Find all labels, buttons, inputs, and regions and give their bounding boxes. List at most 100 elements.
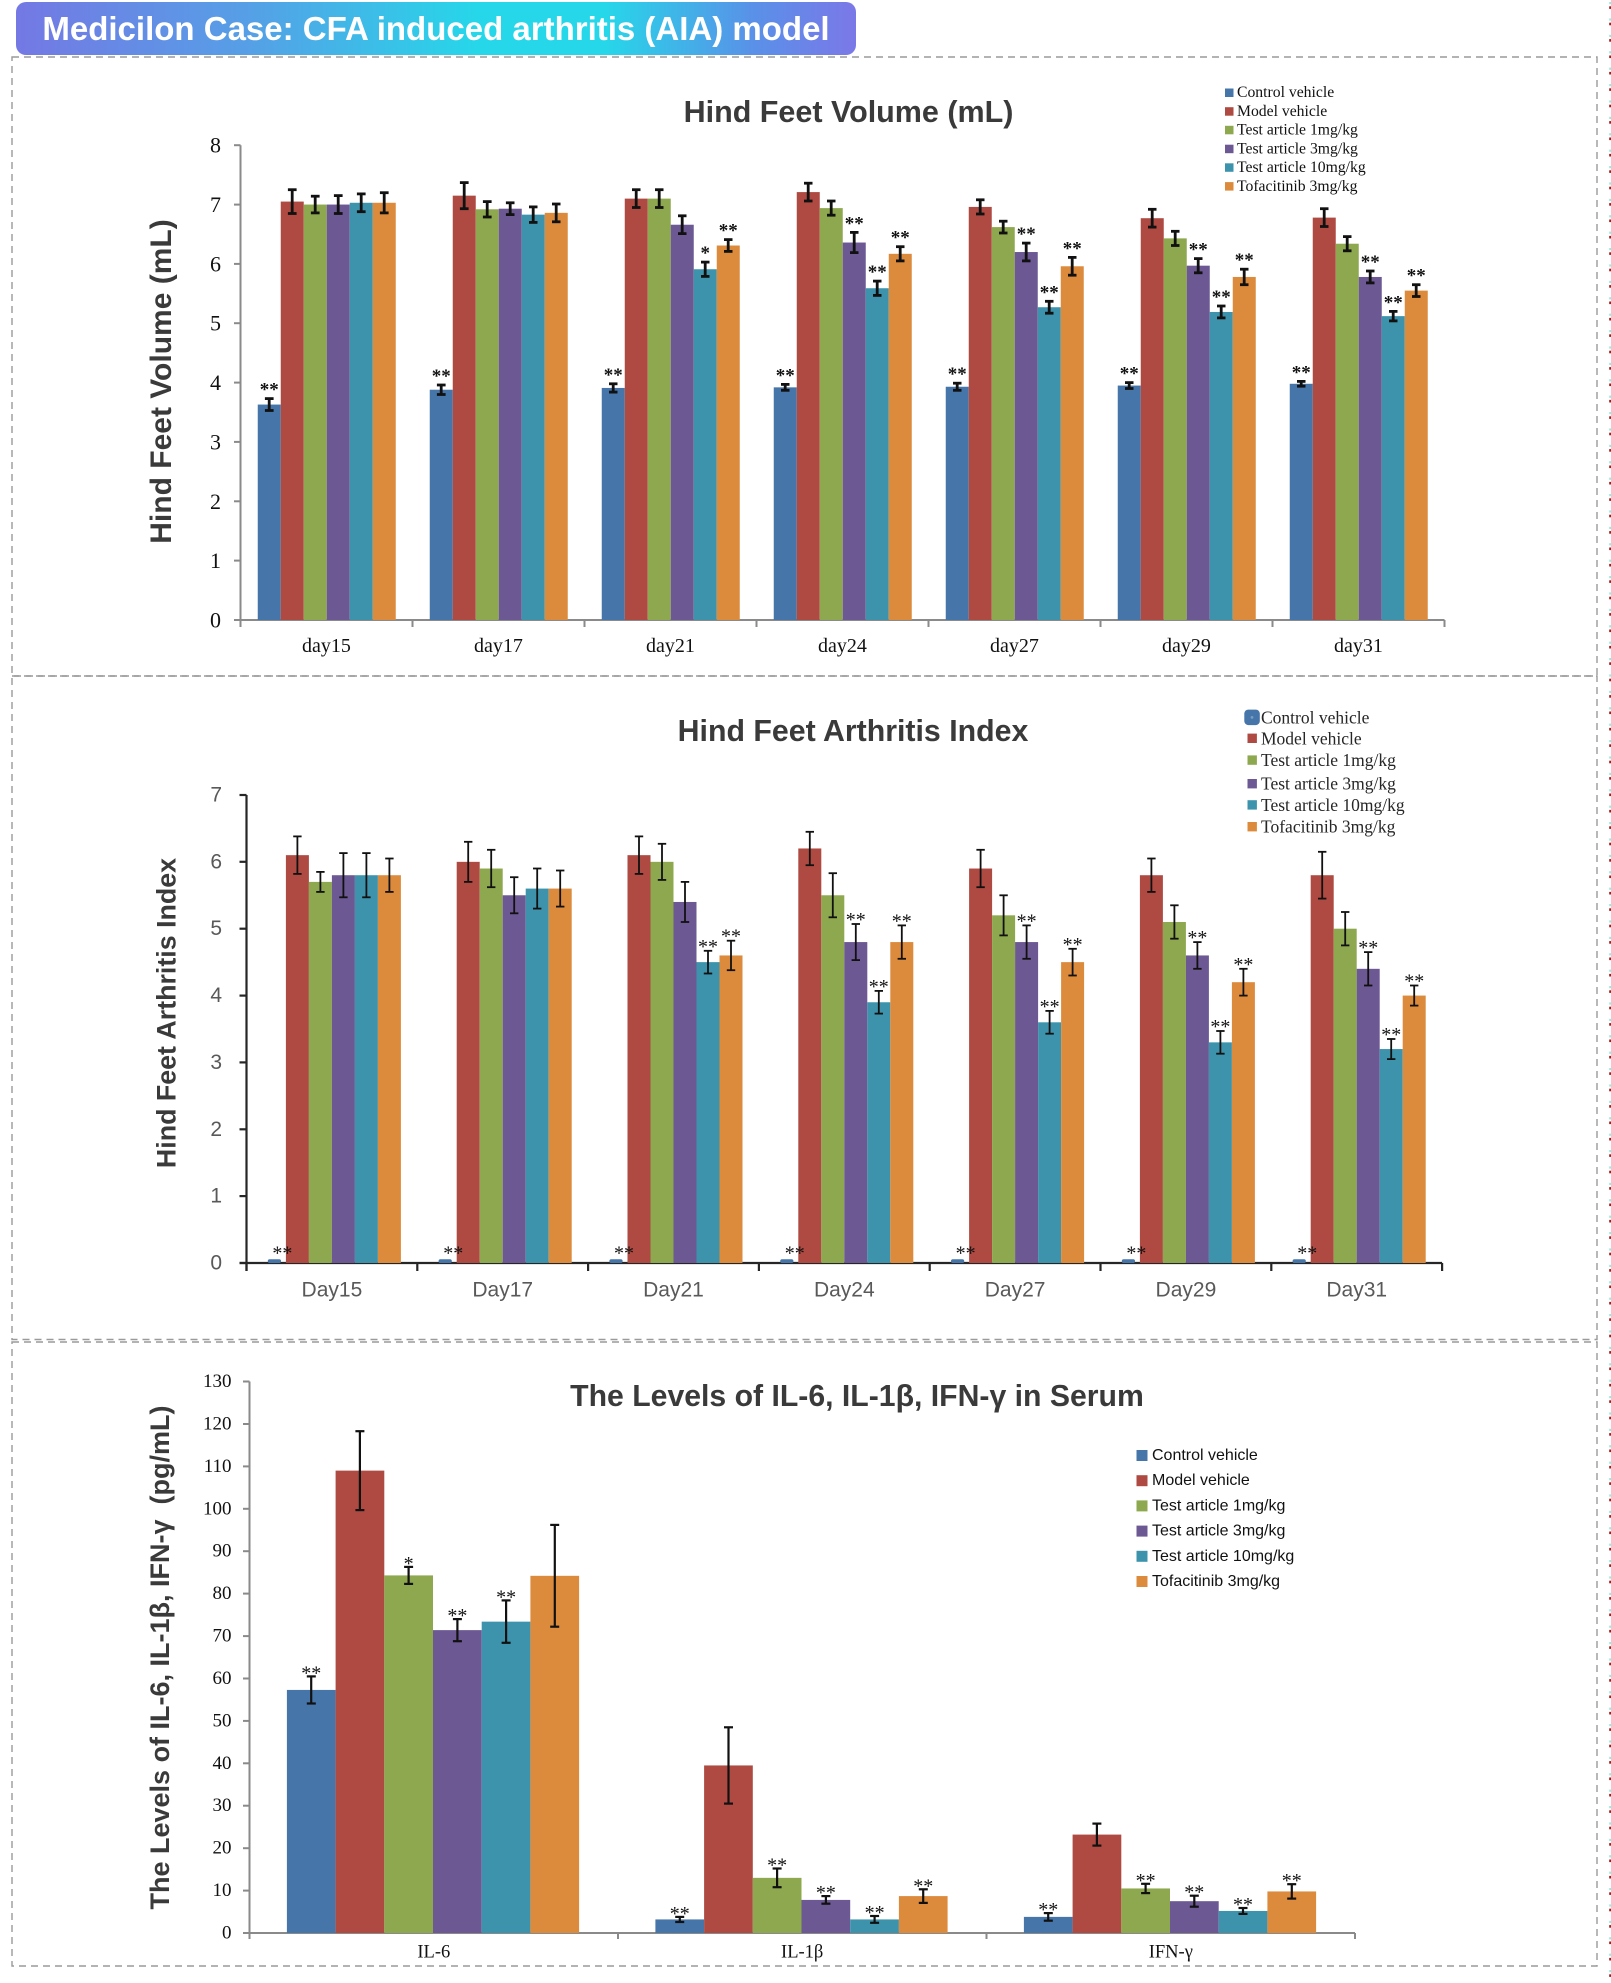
svg-text:The Levels of IL-6, IL-1β, IFN: The Levels of IL-6, IL-1β, IFN-γ in Seru… — [570, 1380, 1144, 1413]
svg-text:6: 6 — [210, 251, 221, 276]
svg-text:*: * — [404, 1553, 414, 1575]
svg-text:Day21: Day21 — [643, 1279, 704, 1302]
svg-text:Medicilon Case: CFA induced ar: Medicilon Case: CFA induced arthritis (A… — [42, 10, 829, 47]
svg-text:Day27: Day27 — [985, 1279, 1046, 1302]
svg-text:1: 1 — [210, 548, 221, 573]
svg-text:**: ** — [913, 1875, 933, 1897]
svg-text:**: ** — [846, 909, 866, 931]
svg-text:**: ** — [845, 213, 864, 234]
svg-text:**: ** — [1233, 1894, 1253, 1916]
svg-text:100: 100 — [203, 1498, 232, 1519]
svg-text:**: ** — [956, 1243, 976, 1265]
svg-text:**: ** — [1297, 1243, 1317, 1265]
svg-text:**: ** — [1384, 292, 1403, 313]
svg-text:**: ** — [1040, 282, 1059, 303]
svg-text:**: ** — [260, 380, 279, 401]
svg-text:90: 90 — [213, 1541, 232, 1562]
svg-text:Test article 10mg/kg: Test article 10mg/kg — [1261, 795, 1405, 815]
svg-text:**: ** — [1381, 1024, 1401, 1046]
svg-text:IFN-γ: IFN-γ — [1149, 1943, 1193, 1963]
svg-text:8: 8 — [210, 133, 221, 158]
svg-text:Control vehicle: Control vehicle — [1152, 1447, 1258, 1464]
svg-text:20: 20 — [213, 1838, 232, 1859]
svg-text:Day17: Day17 — [472, 1279, 533, 1302]
svg-text:**: ** — [892, 910, 912, 932]
svg-text:**: ** — [698, 936, 718, 958]
svg-text:**: ** — [1040, 996, 1060, 1018]
svg-text:2: 2 — [210, 1118, 222, 1141]
svg-text:**: ** — [1017, 910, 1037, 932]
svg-text:**: ** — [1189, 240, 1208, 261]
svg-text:**: ** — [948, 364, 967, 385]
svg-text:**: ** — [1063, 934, 1083, 956]
svg-text:30: 30 — [213, 1795, 232, 1816]
svg-text:**: ** — [816, 1882, 836, 1904]
svg-text:**: ** — [1038, 1899, 1058, 1921]
svg-text:0: 0 — [210, 1252, 222, 1275]
svg-text:**: ** — [1235, 250, 1254, 271]
svg-text:70: 70 — [213, 1626, 232, 1647]
svg-text:Test article 1mg/kg: Test article 1mg/kg — [1152, 1497, 1285, 1514]
svg-text:3: 3 — [210, 1051, 222, 1074]
svg-text:**: ** — [1017, 224, 1036, 245]
svg-text:Day24: Day24 — [814, 1279, 875, 1302]
svg-text:6: 6 — [210, 850, 222, 873]
svg-text:**: ** — [1292, 362, 1311, 383]
svg-text:Hind Feet Volume (mL): Hind Feet Volume (mL) — [684, 95, 1014, 129]
svg-text:**: ** — [1126, 1243, 1146, 1265]
svg-text:day21: day21 — [646, 635, 695, 657]
svg-text:50: 50 — [213, 1710, 232, 1731]
svg-text:0: 0 — [210, 608, 221, 633]
svg-text:5: 5 — [210, 917, 222, 940]
svg-text:4: 4 — [210, 984, 222, 1007]
svg-text:**: ** — [443, 1243, 463, 1265]
svg-text:Day29: Day29 — [1156, 1279, 1217, 1302]
svg-text:day27: day27 — [990, 635, 1039, 657]
svg-text:Hind Feet Volume (mL): Hind Feet Volume (mL) — [145, 219, 178, 543]
svg-text:**: ** — [447, 1605, 467, 1627]
svg-text:5: 5 — [210, 311, 221, 336]
svg-text:**: ** — [719, 221, 738, 242]
svg-text:Model vehicle: Model vehicle — [1261, 728, 1362, 748]
svg-text:Tofacitinib 3mg/kg: Tofacitinib 3mg/kg — [1261, 817, 1396, 837]
svg-text:**: ** — [670, 1903, 690, 1925]
svg-text:**: ** — [301, 1662, 321, 1684]
svg-text:1: 1 — [210, 1185, 222, 1208]
svg-text:**: ** — [1233, 954, 1253, 976]
svg-text:Model vehicle: Model vehicle — [1152, 1472, 1250, 1489]
svg-text:3: 3 — [210, 429, 221, 454]
svg-text:**: ** — [1184, 1882, 1204, 1904]
svg-text:Model vehicle: Model vehicle — [1237, 103, 1327, 120]
svg-text:day17: day17 — [474, 635, 523, 657]
svg-text:day15: day15 — [302, 635, 351, 657]
svg-text:day24: day24 — [818, 635, 867, 657]
svg-text:Test article 10mg/kg: Test article 10mg/kg — [1152, 1548, 1294, 1565]
svg-text:Test article 1mg/kg: Test article 1mg/kg — [1237, 122, 1358, 139]
svg-text:**: ** — [1404, 971, 1424, 993]
svg-text:**: ** — [1358, 937, 1378, 959]
svg-text:**: ** — [785, 1243, 805, 1265]
svg-text:The Levels of IL-6, IL-1β, IFN: The Levels of IL-6, IL-1β, IFN-γ (pg/mL) — [145, 1405, 175, 1909]
svg-text:4: 4 — [210, 370, 221, 395]
svg-text:Day31: Day31 — [1326, 1279, 1387, 1302]
svg-text:40: 40 — [213, 1753, 232, 1774]
svg-text:Tofacitinib 3mg/kg: Tofacitinib 3mg/kg — [1237, 178, 1358, 195]
svg-text:Test article 1mg/kg: Test article 1mg/kg — [1261, 750, 1396, 770]
svg-text:0: 0 — [222, 1923, 232, 1944]
svg-text:130: 130 — [203, 1371, 232, 1392]
svg-text:**: ** — [776, 365, 795, 386]
svg-text:**: ** — [1212, 287, 1231, 308]
svg-text:60: 60 — [213, 1668, 232, 1689]
svg-text:IL-1β: IL-1β — [781, 1943, 823, 1963]
svg-text:**: ** — [1063, 238, 1082, 259]
svg-text:2: 2 — [210, 489, 221, 514]
svg-text:**: ** — [1136, 1870, 1156, 1892]
svg-text:**: ** — [865, 1902, 885, 1924]
svg-text:**: ** — [869, 976, 889, 998]
svg-text:**: ** — [1361, 252, 1380, 273]
svg-text:Test article 3mg/kg: Test article 3mg/kg — [1237, 140, 1358, 157]
svg-text:**: ** — [604, 365, 623, 386]
svg-text:**: ** — [496, 1586, 516, 1608]
svg-text:10: 10 — [213, 1880, 232, 1901]
svg-text:120: 120 — [203, 1414, 232, 1435]
